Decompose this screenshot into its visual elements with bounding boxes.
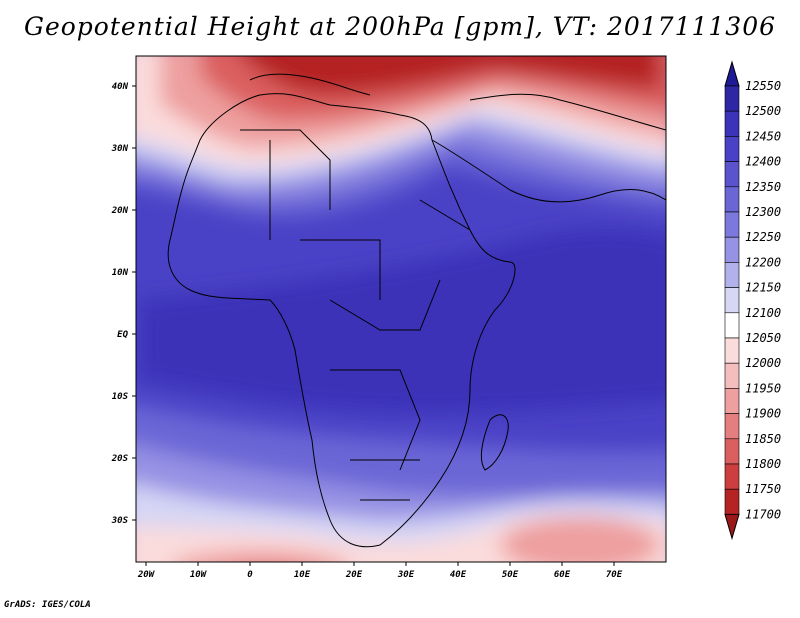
lat-label: 30S: [111, 516, 129, 526]
plot-frame: [135, 55, 667, 563]
lon-label: 60E: [554, 570, 571, 580]
height-field: [136, 56, 666, 562]
colorbar-label: 11900: [745, 407, 781, 421]
lon-label: 0: [247, 570, 253, 580]
lat-label: 30N: [111, 144, 129, 154]
colorbar-segment: [724, 110, 740, 137]
colorbar-label: 12150: [745, 281, 781, 295]
colorbar-label: 12100: [745, 306, 781, 320]
lon-label: 20E: [345, 570, 363, 580]
colorbar-segment: [724, 463, 740, 490]
lat-label: 40N: [112, 82, 129, 92]
colorbar-label: 12050: [745, 331, 781, 345]
lat-label: 10S: [112, 392, 129, 402]
colorbar-segment: [724, 85, 740, 112]
coastlines: [167, 73, 666, 548]
colorbar-segment: [724, 287, 740, 314]
lat-label: 20S: [111, 454, 129, 464]
colorbar-segment: [724, 312, 740, 339]
colorbar-label: 11750: [745, 482, 781, 496]
grads-credit: GrADS: IGES/COLA: [4, 600, 91, 610]
lon-label: 30E: [397, 570, 415, 580]
colorbar-segment: [724, 337, 740, 364]
latitude-labels: 40N 30N 20N 10N EQ 10S 20S 30S: [111, 82, 129, 526]
lat-label: 10N: [112, 268, 129, 278]
colorbar-label: 12300: [745, 205, 781, 219]
colorbar-segment: [724, 413, 740, 440]
colorbar-label: 12200: [745, 255, 781, 269]
colorbar-segment: [724, 488, 740, 515]
colorbar-segment: [724, 186, 740, 213]
colorbar-segment: [724, 388, 740, 414]
longitude-labels: 20W 10W 0 10E 20E 30E 40E 50E 60E 70E: [137, 570, 623, 580]
colorbar-arrow-top: [724, 60, 740, 87]
lon-label: 10E: [294, 570, 311, 580]
colorbar-segment: [724, 362, 740, 389]
colorbar-label: 11800: [745, 457, 781, 471]
colorbar-label: 11950: [745, 381, 781, 395]
colorbar-segment: [724, 211, 740, 238]
colorbar-segment: [724, 136, 740, 162]
colorbar-label: 12500: [745, 104, 781, 118]
longitude-ticks: [145, 562, 615, 566]
lon-label: 10W: [190, 570, 208, 580]
colorbar-label: 12450: [745, 129, 781, 143]
lat-label: 20N: [111, 206, 129, 216]
colorbar-label: 12400: [745, 155, 781, 169]
latitude-ticks: [132, 85, 136, 521]
colorbar-label: 12550: [745, 79, 781, 93]
colorbar-label: 12000: [745, 356, 781, 370]
lon-label: 40E: [450, 570, 467, 580]
colorbar-segment: [724, 236, 740, 263]
colorbar-label: 11850: [745, 432, 781, 446]
colorbar-label: 12250: [745, 230, 781, 244]
colorbar-segment: [724, 262, 740, 288]
lon-label: 70E: [606, 570, 623, 580]
colorbar-label: 11700: [745, 507, 781, 521]
colorbar-segment: [724, 438, 740, 465]
lat-label: EQ: [117, 330, 128, 340]
lon-label: 50E: [502, 570, 519, 580]
map-title: Geopotential Height at 200hPa [gpm], VT:…: [23, 12, 777, 41]
colorbar-label: 12350: [745, 180, 781, 194]
colorbar-segment: [724, 161, 740, 188]
colorbar-arrow-bottom: [724, 513, 740, 541]
lon-label: 20W: [137, 570, 156, 580]
colorbar: 12550 12500 12450 12400 12350 12300 12250 12200…: [724, 60, 781, 541]
